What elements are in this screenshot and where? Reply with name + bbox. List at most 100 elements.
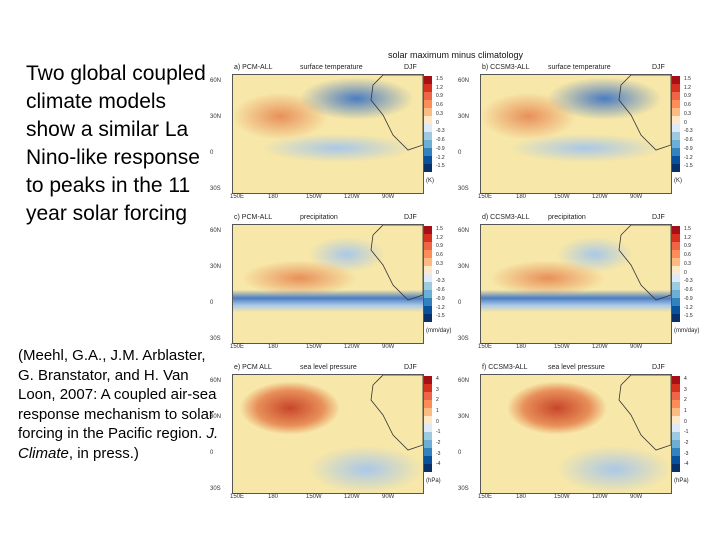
colorbar-swatch [672,290,680,298]
colorbar-swatch [672,250,680,258]
colorbar-swatch [672,234,680,242]
colorbar-swatch [672,242,680,250]
lat-label: 60N [210,78,222,84]
lon-label: 150W [306,194,322,200]
colorbar-tick: -2 [684,440,689,446]
colorbar-tick: -0.9 [684,145,693,152]
colorbar-swatch [424,132,432,140]
anomaly-map [232,74,424,194]
map-panel: b) CCSM3-ALL surface temperature DJF 60N 30N… [458,62,693,200]
colorbar-swatch [672,440,680,448]
lon-label: 120W [592,344,608,350]
colorbar-swatch [672,416,680,424]
lat-label: 30N [458,264,470,270]
colorbar-swatch [424,258,432,266]
colorbar-tick: 0.9 [684,243,691,250]
colorbar-tick: -1.5 [684,163,693,170]
colorbar-swatch [424,416,432,424]
colorbar-tick: -0.9 [436,145,445,152]
colorbar-tick: 1.2 [436,234,443,241]
colorbar-tick: -3 [684,450,689,457]
lat-label: 60N [210,378,222,384]
colorbar-swatch [424,464,432,472]
anomaly-map [480,74,672,194]
colorbar-tick: 1.5 [684,226,691,232]
colorbar-tick: 4 [436,376,439,382]
lon-label: 150E [478,494,493,500]
colorbar-swatch [672,424,680,432]
lon-label: 90W [630,494,643,500]
colorbar-tick: -1.2 [684,154,693,161]
colorbar-tick: -4 [684,461,689,468]
colorbar-tick: -0.3 [436,278,445,285]
colorbar-tick: 0.3 [684,110,691,117]
lat-label: 30S [210,336,221,342]
colorbar-swatch [424,76,432,84]
colorbar-swatch [424,376,432,384]
colorbar-swatch [424,148,432,156]
panel-label: f) CCSM3-ALL [482,364,528,371]
panel-label: c) PCM-ALL [234,214,273,221]
colorbar-swatch [424,298,432,306]
colorbar-unit: (mm/day) [426,328,452,334]
colorbar-tick: -0.9 [436,295,445,302]
lon-label: 150E [230,494,245,500]
lat-label: 0 [210,450,214,456]
panel-field: sea level pressure [548,364,605,371]
colorbar-swatch [424,116,432,124]
colorbar-swatch [424,108,432,116]
colorbar-tick: 2 [684,397,687,404]
lat-label: 0 [210,150,214,156]
colorbar-swatch [424,432,432,440]
lon-label: 90W [630,194,643,200]
coastline [370,225,423,301]
colorbar-tick: -0.6 [684,137,693,144]
colorbar-tick: 0.6 [684,102,691,109]
citation-rest: , in press.) [68,444,139,462]
lat-label: 30N [210,114,222,120]
colorbar-tick: 0.9 [684,93,691,100]
figure-title: solar maximum minus climatology [388,50,524,60]
colorbar [424,226,432,322]
lon-label: 90W [382,494,395,500]
panel-field: precipitation [300,214,338,221]
anomaly-map [480,224,672,344]
colorbar-tick: 1.5 [436,226,443,232]
panel-season: DJF [652,64,665,71]
colorbar-swatch [424,384,432,392]
lon-label: 120W [592,194,608,200]
colorbar-tick: -0.6 [436,287,445,294]
lon-label: 180 [268,194,279,200]
colorbar-swatch [424,242,432,250]
colorbar-tick: 0.3 [436,260,443,267]
colorbar-tick: 0.6 [684,252,691,259]
colorbar-tick: 0.3 [684,260,691,267]
lon-label: 180 [516,194,527,200]
colorbar-unit: (mm/day) [674,328,700,334]
colorbar-swatch [672,282,680,290]
map-panel: e) PCM ALL sea level pressure DJF 60N 30N 0 30… [210,362,441,500]
panel-label: e) PCM ALL [234,364,272,371]
colorbar-tick: -1.5 [684,313,693,320]
colorbar-swatch [672,148,680,156]
lat-label: 30S [210,486,221,492]
colorbar-tick: 0.9 [436,243,443,250]
colorbar-swatch [672,156,680,164]
coastline-path [370,75,423,151]
colorbar-tick: 0 [436,269,439,276]
colorbar-swatch [424,84,432,92]
colorbar-swatch [672,306,680,314]
colorbar-swatch [672,376,680,384]
colorbar-swatch [672,298,680,306]
colorbar-tick: -0.3 [684,128,693,135]
panel-label: d) CCSM3-ALL [482,214,530,221]
colorbar-swatch [424,124,432,132]
coastline-path [370,375,423,451]
colorbar-tick: -1.2 [436,304,445,311]
colorbar-swatch [424,290,432,298]
colorbar-swatch [672,132,680,140]
lat-label: 30S [210,186,221,192]
lat-label: 60N [458,78,470,84]
coastline-path [618,225,671,301]
colorbar [672,76,680,172]
